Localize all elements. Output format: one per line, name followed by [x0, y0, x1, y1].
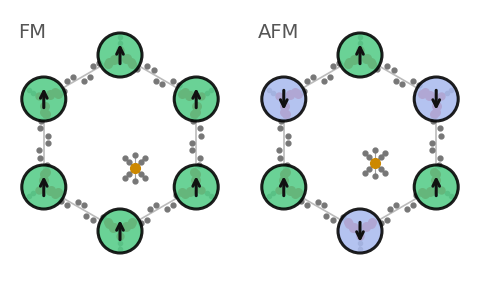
- Circle shape: [98, 209, 142, 253]
- Circle shape: [98, 33, 142, 77]
- Text: AFM: AFM: [258, 23, 300, 42]
- Circle shape: [174, 165, 218, 209]
- Circle shape: [414, 77, 458, 121]
- Circle shape: [414, 165, 458, 209]
- Circle shape: [262, 77, 306, 121]
- Circle shape: [338, 33, 382, 77]
- Circle shape: [174, 77, 218, 121]
- Circle shape: [22, 165, 66, 209]
- Circle shape: [262, 165, 306, 209]
- Circle shape: [338, 209, 382, 253]
- Circle shape: [22, 77, 66, 121]
- Text: FM: FM: [18, 23, 46, 42]
